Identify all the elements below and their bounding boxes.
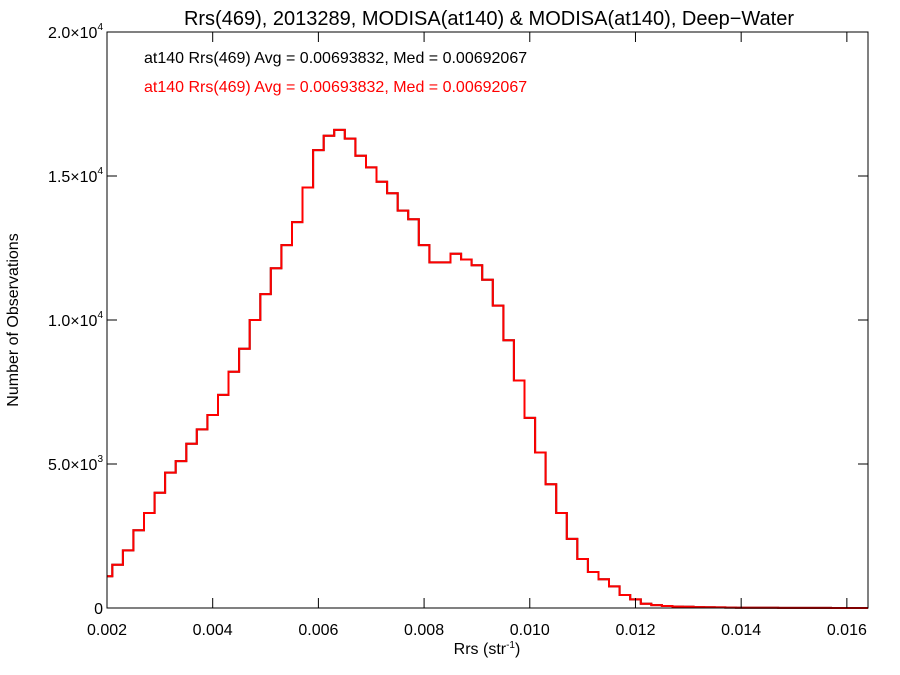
x-tick-label: 0.006 [298,622,338,639]
stats-annotation: at140 Rrs(469) Avg = 0.00693832, Med = 0… [144,79,527,96]
x-tick-label: 0.002 [87,622,127,639]
x-tick-label: 0.016 [827,622,867,639]
y-tick-label-base: 1.0×10 [48,313,97,330]
histogram-series [107,128,868,609]
x-axis-ticks: 0.002 0.004 0.006 0.008 0.010 0.012 0.014 0.016 [87,32,867,639]
x-axis-label: Rrs (str-1) [454,640,521,658]
y-tick-label: 1.5×104 [48,166,103,186]
x-tick-label: 0.004 [193,622,233,639]
y-tick-label-exponent: 4 [97,310,103,321]
y-tick-label-exponent: 3 [97,454,103,465]
y-tick-label: 5.0×103 [48,454,103,474]
x-axis-label-end: ) [515,641,520,658]
y-tick-label-exponent: 4 [97,22,103,33]
y-tick-label-base: 1.5×10 [48,169,97,186]
y-tick-label: 2.0×104 [48,22,103,42]
y-tick-label-base: 2.0×10 [48,25,97,42]
series-group [107,128,868,609]
y-tick-label-base: 0 [94,601,103,618]
annotation-group: at140 Rrs(469) Avg = 0.00693832, Med = 0… [144,50,527,96]
x-tick-label: 0.014 [721,622,761,639]
y-axis-label: Number of Observations [5,233,22,406]
y-tick-label-base: 5.0×10 [48,457,97,474]
x-axis-label-sup: -1 [506,640,515,651]
x-tick-label: 0.008 [404,622,444,639]
y-tick-label: 1.0×104 [48,310,103,330]
x-tick-label: 0.012 [615,622,655,639]
chart-title: Rrs(469), 2013289, MODISA(at140) & MODIS… [184,8,794,30]
y-tick-label: 0 [94,601,103,618]
x-axis-label-text: Rrs (str [454,641,507,658]
x-tick-label: 0.010 [510,622,550,639]
y-tick-label-exponent: 4 [97,166,103,177]
stats-annotation: at140 Rrs(469) Avg = 0.00693832, Med = 0… [144,50,527,67]
